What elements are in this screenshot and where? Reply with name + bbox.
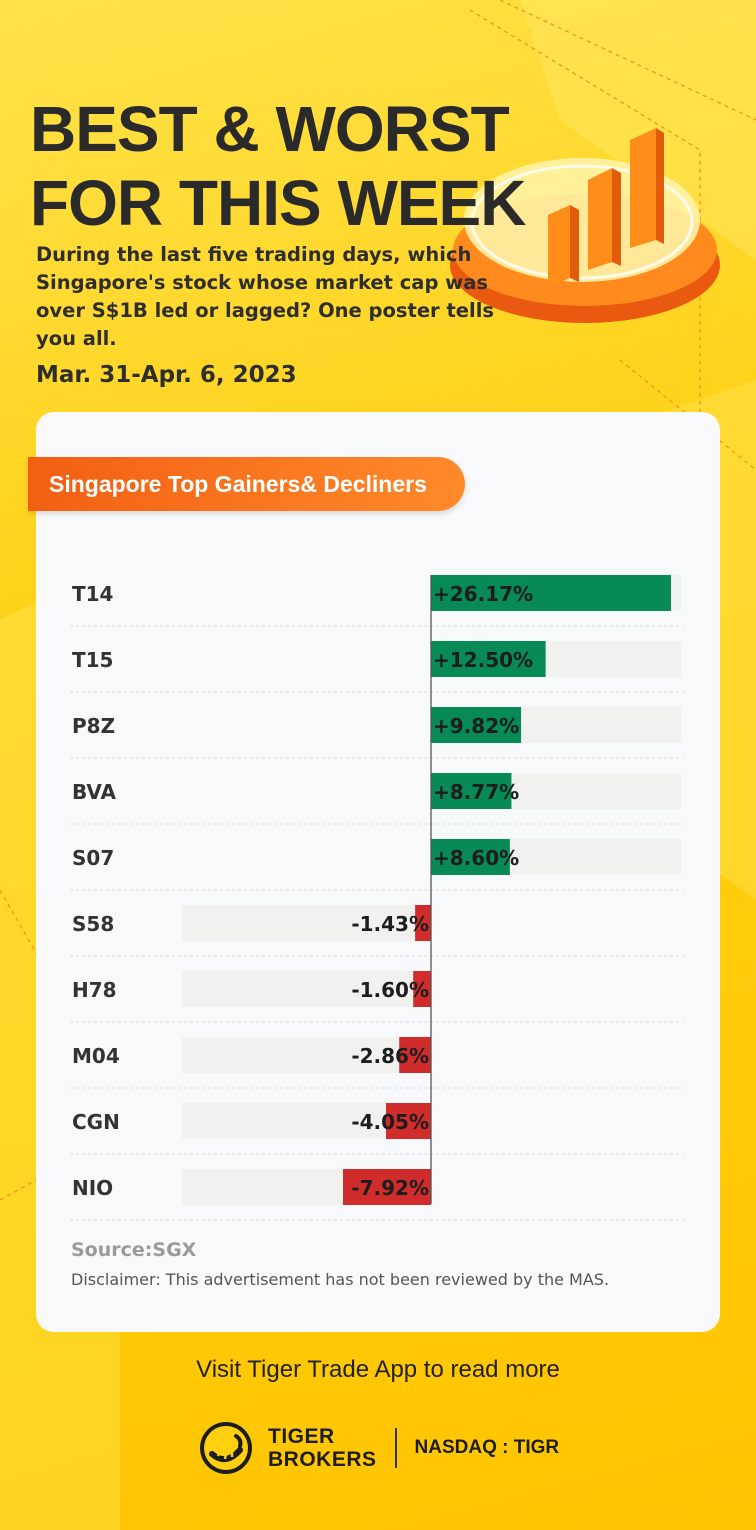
date-range: Mar. 31-Apr. 6, 2023: [36, 362, 297, 388]
brand-name: TIGER BROKERS: [268, 1425, 377, 1471]
data-label: +8.77%: [433, 780, 519, 804]
bar-loss: [386, 1103, 431, 1139]
tiger-logo-icon: [200, 1422, 252, 1474]
bar-track: [182, 1037, 431, 1073]
subtitle: During the last five trading days, which…: [36, 243, 494, 350]
brand-logo: TIGER BROKERS NASDAQ : TIGR: [198, 1418, 559, 1478]
title-line-2: FOR THIS WEEK: [30, 167, 526, 239]
data-label: +9.82%: [433, 714, 519, 738]
category-label: S58: [72, 912, 114, 936]
bar-gain: [431, 839, 510, 875]
source-note: Source:SGX: [71, 1239, 197, 1261]
bar-loss: [399, 1037, 431, 1073]
data-label: +26.17%: [433, 582, 533, 606]
disclaimer: Disclaimer: This advertisement has not b…: [71, 1270, 610, 1289]
logo-separator: [394, 1428, 397, 1468]
data-label: -1.43%: [351, 912, 429, 936]
bar-loss: [413, 971, 431, 1007]
page-title: BEST & WORST FOR THIS WEEK: [30, 92, 526, 240]
footer-cta[interactable]: Visit Tiger Trade App to read more: [196, 1356, 560, 1383]
bar-track: [182, 905, 431, 941]
data-label: +8.60%: [433, 846, 519, 870]
data-label: -4.05%: [351, 1110, 429, 1134]
section-pill: Singapore Top Gainers& Decliners: [28, 457, 465, 511]
category-label: BVA: [72, 780, 117, 804]
data-label: +12.50%: [433, 648, 533, 672]
category-label: P8Z: [72, 714, 115, 738]
bar-track: [182, 971, 431, 1007]
data-label: -2.86%: [351, 1044, 429, 1068]
brand-line-1: TIGER: [268, 1425, 335, 1448]
bar-gain: [431, 641, 546, 677]
bar-loss: [415, 905, 431, 941]
category-label: CGN: [72, 1110, 120, 1134]
category-label: NIO: [72, 1176, 113, 1200]
bar-gain: [431, 707, 522, 743]
data-label: -7.92%: [351, 1176, 429, 1200]
category-label: H78: [72, 978, 117, 1002]
brand-line-2: BROKERS: [268, 1448, 377, 1471]
title-line-1: BEST & WORST: [30, 93, 510, 165]
bar-gain: [431, 575, 671, 611]
bar-gain: [431, 773, 512, 809]
bar-loss: [343, 1169, 431, 1205]
category-label: S07: [72, 846, 114, 870]
category-label: M04: [72, 1044, 120, 1068]
category-label: T14: [72, 582, 113, 606]
data-label: -1.60%: [351, 978, 429, 1002]
category-label: T15: [72, 648, 113, 672]
nasdaq-ticker: NASDAQ : TIGR: [414, 1437, 560, 1458]
section-pill-label: Singapore Top Gainers& Decliners: [49, 470, 427, 497]
